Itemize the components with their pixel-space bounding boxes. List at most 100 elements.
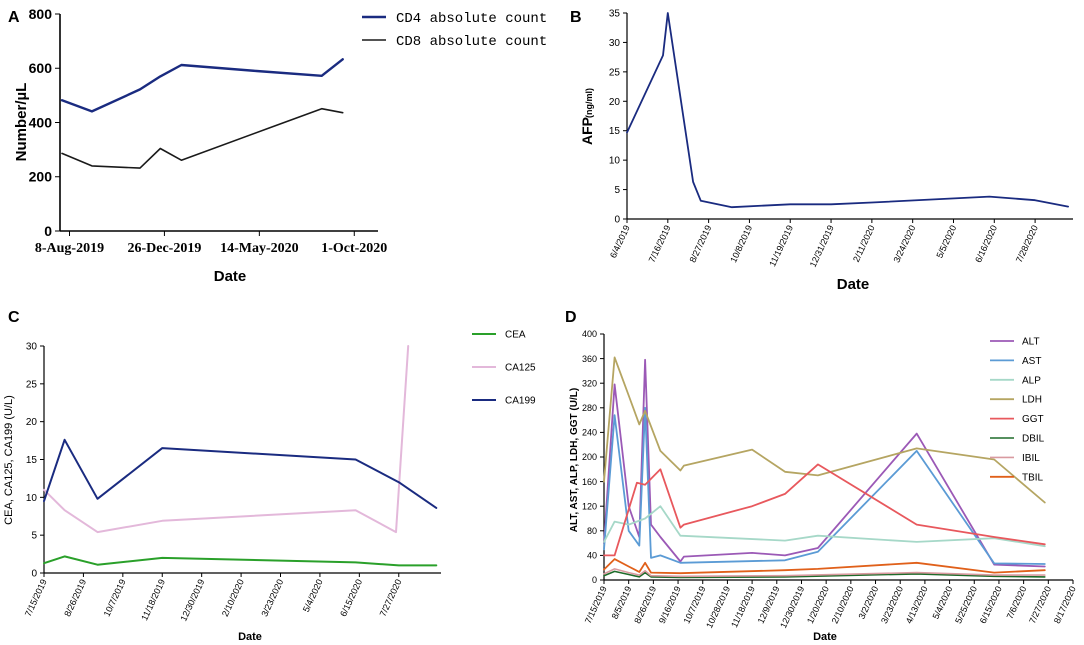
chart-c-legend-label: CA199 — [505, 396, 536, 407]
chart-d-y-tick-label: 360 — [582, 354, 597, 364]
figure: A Number/µL Date 02004006008008-Aug-2019… — [0, 0, 1084, 645]
chart-c-x-tick-label: 5/4/2020 — [301, 578, 325, 614]
chart-a-legend: CD4 absolute count CD8 absolute count — [362, 11, 547, 50]
chart-c-x-tick-label: 7/15/2019 — [23, 578, 49, 619]
chart-d-x-tick-label: 6/15/2020 — [978, 585, 1004, 626]
panel-a: A Number/µL Date 0 200 400 600 800 8-Aug-2019… — [8, 6, 547, 285]
chart-b-x-tick-label: 2/11/2020 — [851, 224, 877, 264]
chart-d-x-tick-label: 10/7/2019 — [682, 585, 708, 626]
chart-d-x-tick-label: 7/6/2020 — [1005, 585, 1029, 621]
chart-b-y-tick-label: 35 — [609, 9, 621, 20]
chart-d-series-ldh — [604, 357, 1045, 502]
chart-d-x-tick-label: 8/26/2019 — [632, 585, 658, 626]
chart-c-x-tick-label: 8/26/2019 — [62, 578, 88, 619]
chart-d-x-tick-label: 5/4/2020 — [931, 585, 955, 621]
chart-b-ylabel-unit: (ng/ml) — [584, 88, 594, 118]
panel-d: D ALT, AST, ALP, LDH, GGT (U/L) Date 0 40… — [565, 309, 1078, 643]
chart-c-legend-label: CEA — [505, 330, 526, 341]
chart-d-legend-label: LDH — [1022, 395, 1042, 406]
chart-a-series-cd4-absolute-count — [62, 59, 343, 111]
chart-a-y-tick-label: 200 — [29, 169, 53, 185]
chart-c-y-tick-label: 0 — [31, 569, 37, 580]
chart-d-x-tick-label: 9/16/2019 — [657, 585, 683, 626]
chart-d-legend-label: TBIL — [1022, 472, 1044, 483]
chart-d-series-tbil — [604, 559, 1045, 573]
chart-c-series-ca199 — [44, 440, 436, 508]
chart-b-x-tick-label: 6/16/2020 — [973, 224, 999, 265]
chart-d-legend-label: IBIL — [1022, 453, 1040, 464]
chart-b-ylabel: AFP (ng/ml) — [579, 88, 595, 145]
chart-d-x-tick-label: 4/13/2020 — [904, 585, 930, 626]
chart-d-legend-label: DBIL — [1022, 434, 1045, 445]
chart-d-x-tick-label: 5/25/2020 — [953, 585, 979, 626]
panel-c: C CEA, CA125, CA199 (U/L) Date 0 5 10 15 20 2… — [3, 309, 536, 643]
chart-c-series-ca125 — [44, 346, 408, 532]
chart-b-y-tick-label: 15 — [609, 126, 621, 137]
chart-c-y-tick-label: 30 — [26, 342, 38, 353]
chart-b-y-tick-label: 20 — [609, 97, 621, 108]
chart-b-x-tick-label: 12/31/2019 — [808, 224, 836, 269]
chart-c-x-tick-label: 11/18/2019 — [139, 578, 167, 622]
chart-d-x-tick-label: 12/30/2019 — [778, 585, 806, 630]
chart-d-y-tick-label: 160 — [582, 477, 597, 487]
chart-c-plot: 0 5 10 15 20 25 30 7/15/2019 8/26/2019 10/7/2019 1… — [23, 330, 536, 623]
chart-b-xlabel: Date — [837, 276, 870, 293]
chart-d-legend: ALT AST ALP LDH GGT DBIL IBIL TBIL — [990, 337, 1045, 484]
chart-a-y-tick-label: 800 — [29, 6, 53, 22]
chart-d-y-tick-label: 240 — [582, 428, 597, 438]
chart-c-y-tick-label: 5 — [31, 531, 37, 542]
chart-a-legend-label: CD4 absolute count — [396, 11, 547, 27]
chart-b-x-tick-label: 10/8/2019 — [728, 224, 754, 265]
chart-c-series-cea — [44, 556, 436, 565]
chart-a-x-tick-label: 8-Aug-2019 — [35, 241, 104, 256]
chart-b-x-tick-label: 7/16/2019 — [647, 224, 673, 265]
chart-c-x-tick-label: 6/15/2020 — [338, 578, 364, 619]
chart-a-x-tick-label: 14-May-2020 — [220, 241, 299, 256]
chart-b-ylabel-main: AFP — [579, 117, 595, 145]
chart-c-y-tick-label: 25 — [26, 379, 38, 390]
panel-label-b: B — [570, 9, 582, 26]
chart-a-y-tick-label: 400 — [29, 114, 53, 130]
chart-c-x-tick-label: 3/23/2020 — [259, 578, 285, 619]
chart-c-legend-label: CA125 — [505, 363, 536, 374]
panel-label-c: C — [8, 309, 20, 326]
chart-d-y-tick-label: 0 — [592, 575, 597, 585]
chart-d-x-tick-label: 7/27/2020 — [1027, 585, 1053, 626]
chart-b-x-tick-label: 8/27/2019 — [687, 224, 713, 265]
chart-b-x-tick-label: 3/24/2020 — [891, 224, 917, 265]
chart-c-y-tick-label: 10 — [26, 493, 38, 504]
chart-b-y-tick-label: 0 — [614, 215, 620, 226]
chart-d-y-tick-label: 400 — [582, 329, 597, 339]
chart-a-x-tick-label: 1-Oct-2020 — [321, 241, 387, 256]
chart-d-x-tick-label: 3/2/2020 — [856, 585, 880, 621]
chart-a-legend-label: CD8 absolute count — [396, 34, 547, 50]
chart-d-x-tick-label: 8/17/2020 — [1052, 585, 1078, 626]
chart-d-x-tick-label: 2/10/2020 — [830, 585, 856, 626]
chart-d-y-tick-label: 80 — [587, 526, 597, 536]
chart-d-legend-label: AST — [1022, 356, 1041, 367]
chart-d-xlabel: Date — [813, 631, 837, 643]
chart-d-y-tick-label: 280 — [582, 403, 597, 413]
chart-c-xlabel: Date — [238, 631, 262, 643]
chart-a-y-tick-label: 0 — [44, 223, 52, 239]
chart-a-xlabel: Date — [214, 268, 247, 285]
panel-b: B AFP (ng/ml) Date 0 5 10 15 20 25 30 35 6/4/201… — [570, 9, 1073, 294]
chart-b-y-tick-label: 5 — [614, 185, 620, 196]
chart-d-x-tick-label: 1/20/2020 — [805, 585, 831, 626]
chart-d-x-tick-label: 8/5/2019 — [610, 585, 634, 621]
chart-d-y-tick-label: 40 — [587, 551, 597, 561]
chart-b-y-tick-label: 25 — [609, 67, 621, 78]
chart-d-ylabel: ALT, AST, ALP, LDH, GGT (U/L) — [569, 388, 580, 532]
chart-a-y-tick-label: 600 — [29, 60, 53, 76]
chart-d-x-tick-label: 10/28/2019 — [704, 585, 732, 630]
chart-b-x-tick-label: 5/5/2020 — [934, 224, 958, 260]
chart-d-legend-label: ALT — [1022, 337, 1040, 348]
chart-c-x-tick-label: 2/10/2020 — [220, 578, 246, 619]
panel-label-a: A — [8, 9, 20, 26]
chart-a-ylabel: Number/µL — [13, 83, 30, 162]
chart-d-legend-label: ALP — [1022, 375, 1041, 386]
chart-a-series-cd8-absolute-count — [62, 109, 343, 168]
chart-d-legend-label: GGT — [1022, 414, 1044, 425]
chart-d-x-tick-label: 12/9/2019 — [756, 585, 782, 626]
